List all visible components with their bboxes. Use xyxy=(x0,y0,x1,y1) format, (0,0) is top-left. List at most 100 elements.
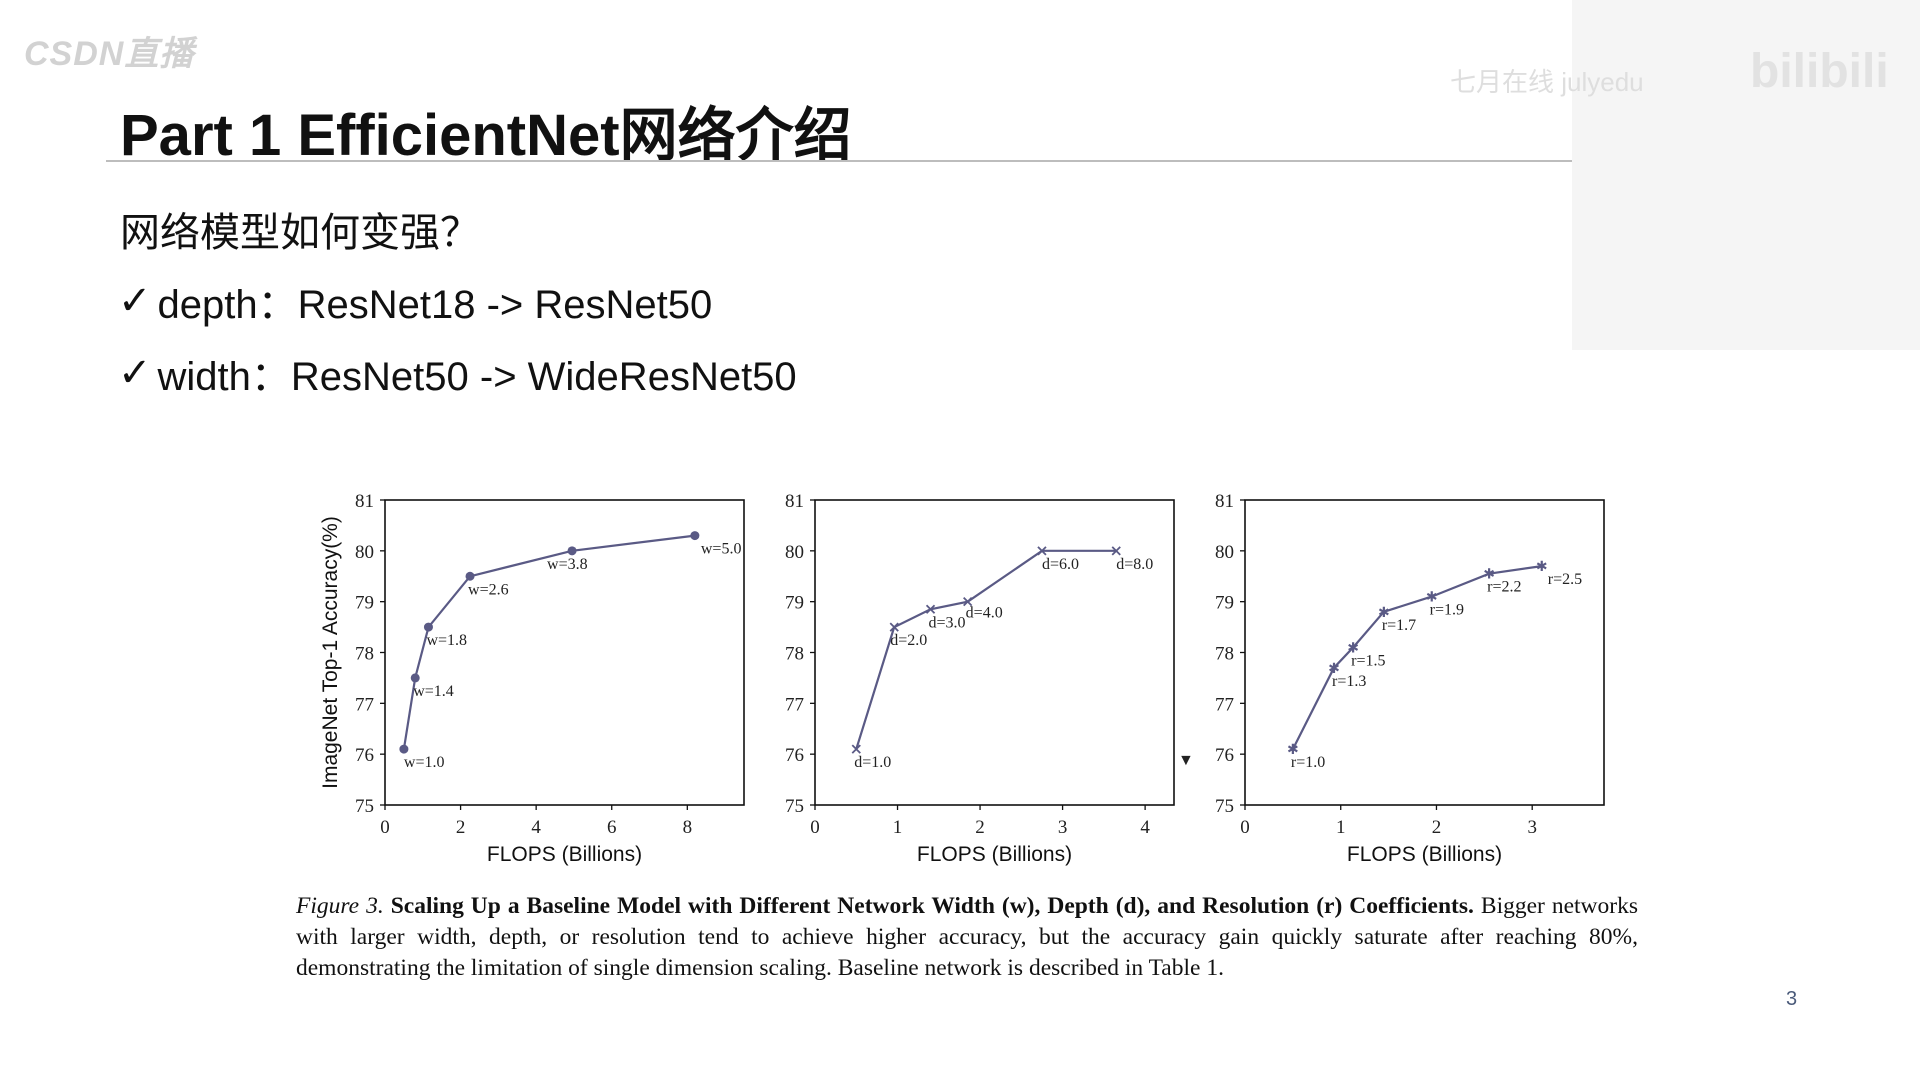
y-tick-label: 77 xyxy=(785,694,804,715)
y-tick-label: 77 xyxy=(1215,694,1234,715)
point-label: r=1.3 xyxy=(1332,673,1366,690)
caption-figure-label: Figure 3. xyxy=(296,893,384,919)
point-label: r=1.5 xyxy=(1351,652,1385,669)
data-point: ✱ xyxy=(1347,639,1359,655)
figure-caption: Figure 3. Scaling Up a Baseline Model wi… xyxy=(296,891,1638,984)
y-axis-label: ImageNet Top-1 Accuracy(%) xyxy=(319,516,342,789)
x-tick-label: 3 xyxy=(1527,817,1537,838)
data-point: ✱ xyxy=(1378,604,1390,620)
y-tick-label: 75 xyxy=(1215,796,1234,817)
x-axis-label: FLOPS (Billions) xyxy=(917,843,1072,866)
point-label: w=5.0 xyxy=(701,541,742,558)
point-label: d=2.0 xyxy=(890,632,927,649)
x-tick-label: 2 xyxy=(975,817,985,838)
x-tick-label: 0 xyxy=(810,817,820,838)
data-point xyxy=(690,531,700,541)
point-label: d=8.0 xyxy=(1116,556,1153,573)
bullet-text: depth：ResNet18 -> ResNet50 xyxy=(157,283,713,327)
bilibili-watermark: bilibili xyxy=(1750,45,1889,98)
point-label: w=1.4 xyxy=(413,683,454,700)
y-tick-label: 76 xyxy=(355,745,374,766)
series-line xyxy=(402,534,696,750)
y-tick-label: 80 xyxy=(1215,542,1234,563)
x-tick-label: 2 xyxy=(1432,817,1442,838)
point-label: r=2.2 xyxy=(1487,579,1521,596)
point-label: r=1.7 xyxy=(1382,617,1416,634)
y-tick-label: 78 xyxy=(785,644,804,665)
point-label: r=2.5 xyxy=(1548,571,1582,588)
check-icon: ✓ xyxy=(118,351,152,395)
data-point xyxy=(889,622,899,632)
x-tick-label: 4 xyxy=(1140,817,1150,838)
data-point xyxy=(925,604,936,614)
y-tick-label: 81 xyxy=(785,491,804,512)
x-tick-label: 0 xyxy=(380,817,390,838)
marker-stroke xyxy=(925,604,936,614)
x-tick-label: 0 xyxy=(1240,817,1250,838)
data-point xyxy=(1111,546,1121,556)
data-point xyxy=(567,546,577,556)
chart-panel-1: 75 76 77 78 79 80 81 0 2 4 6 8 FLOPS (Billions) Image… xyxy=(319,491,745,866)
mouse-cursor-icon: ▼ xyxy=(1178,752,1194,769)
title-divider xyxy=(106,160,1572,162)
marker-stroke xyxy=(851,744,861,754)
bullet-depth: ✓ depth：ResNet18 -> ResNet50 xyxy=(118,272,712,330)
y-tick-label: 80 xyxy=(785,542,804,563)
point-label: w=1.8 xyxy=(426,632,467,649)
y-tick-label: 81 xyxy=(355,491,374,512)
data-point: ✱ xyxy=(1426,589,1438,605)
marker-stroke xyxy=(889,622,899,632)
point-label: w=3.8 xyxy=(547,556,588,573)
x-tick-label: 8 xyxy=(683,817,693,838)
data-point xyxy=(423,622,433,632)
data-point xyxy=(465,571,475,581)
point-label: d=6.0 xyxy=(1042,556,1079,573)
y-tick-label: 79 xyxy=(355,593,374,614)
y-tick-label: 78 xyxy=(1215,644,1234,665)
data-point: ✱ xyxy=(1483,566,1495,582)
check-icon: ✓ xyxy=(118,279,152,323)
x-axis-label: FLOPS (Billions) xyxy=(1347,843,1502,866)
data-point xyxy=(410,673,420,683)
data-point: ✱ xyxy=(1536,558,1548,574)
x-tick-label: 3 xyxy=(1058,817,1068,838)
marker-stroke xyxy=(963,597,973,607)
y-tick-label: 81 xyxy=(1215,491,1234,512)
x-tick-label: 4 xyxy=(531,817,541,838)
point-label: w=2.6 xyxy=(468,581,509,598)
bullet-text: width：ResNet50 -> WideResNet50 xyxy=(157,355,797,399)
julyedu-watermark: 七月在线 julyedu xyxy=(1450,67,1644,97)
caption-bold-title: Scaling Up a Baseline Model with Differe… xyxy=(390,893,1474,919)
x-tick-label: 1 xyxy=(1336,817,1346,838)
x-axis-label: FLOPS (Billions) xyxy=(487,843,642,866)
point-label: r=1.0 xyxy=(1291,754,1325,771)
data-point xyxy=(1037,546,1047,556)
x-tick-label: 6 xyxy=(607,817,617,838)
bullet-width: ✓ width：ResNet50 -> WideResNet50 xyxy=(118,344,797,402)
y-tick-label: 79 xyxy=(785,593,804,614)
y-tick-label: 79 xyxy=(1215,593,1234,614)
page-number: 3 xyxy=(1786,988,1798,1010)
y-tick-label: 75 xyxy=(785,796,804,817)
chart-panel-2: 75 76 77 78 79 80 81 0 1 2 3 4 FLOPS (Billions) d=1.0… xyxy=(785,491,1175,866)
point-label: d=1.0 xyxy=(854,754,891,771)
data-point xyxy=(851,744,861,754)
point-label: d=4.0 xyxy=(966,605,1003,622)
caption-body: Bigger networks with larger width, depth… xyxy=(296,893,1638,981)
marker-stroke xyxy=(1111,546,1121,556)
slide-title: Part 1 EfficientNet网络介绍 xyxy=(120,103,852,168)
point-label: d=3.0 xyxy=(929,614,966,631)
marker-stroke xyxy=(1037,546,1047,556)
data-point xyxy=(963,597,973,607)
y-tick-label: 80 xyxy=(355,542,374,563)
series-line xyxy=(1291,565,1542,750)
y-tick-label: 76 xyxy=(785,745,804,766)
series-line xyxy=(855,549,1117,750)
point-label: r=1.9 xyxy=(1430,602,1464,619)
x-tick-label: 1 xyxy=(893,817,903,838)
y-tick-label: 75 xyxy=(355,796,374,817)
data-point: ✱ xyxy=(1328,660,1340,676)
data-point: ✱ xyxy=(1287,741,1299,757)
